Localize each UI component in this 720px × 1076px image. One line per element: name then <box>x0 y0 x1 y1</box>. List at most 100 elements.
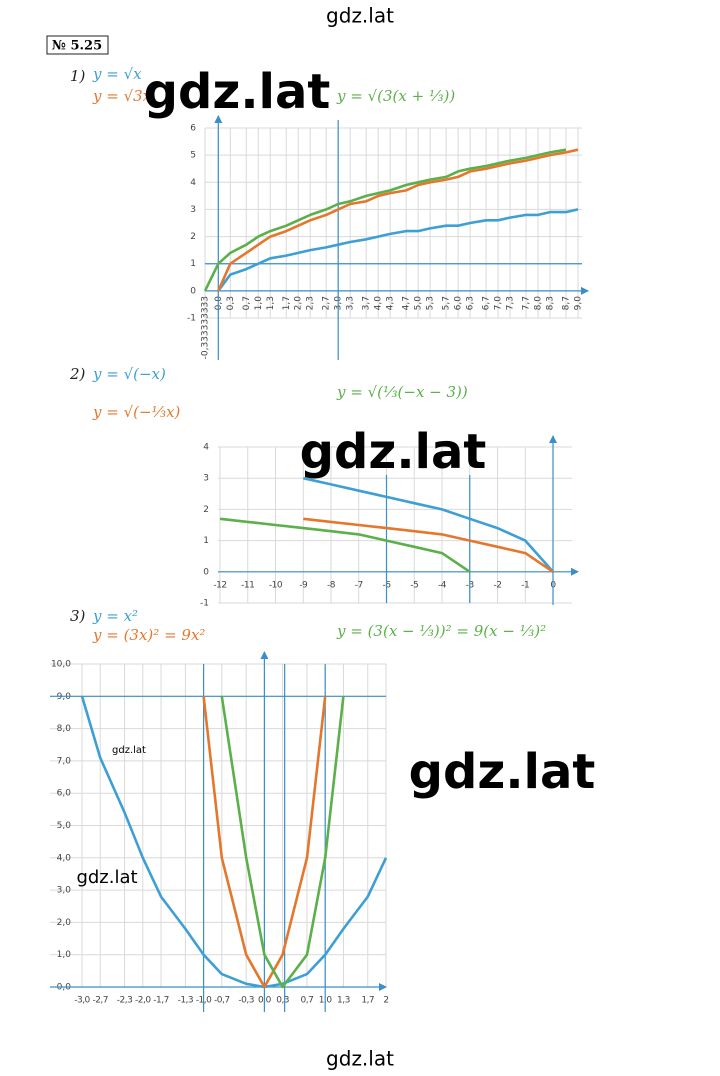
x-tick-label: 5,3 <box>426 296 436 310</box>
x-tick-label: -5 <box>410 581 418 591</box>
legend-formula: y = √x <box>92 65 142 83</box>
x-tick-label: 7,0 <box>494 296 504 311</box>
x-tick-label: -12 <box>213 581 226 591</box>
x-tick-label: 2,0 <box>294 296 304 311</box>
y-tick-label: 1 <box>203 536 209 546</box>
x-tick-label: 8,0 <box>534 296 544 311</box>
x-tick-label: 0,3 <box>276 996 289 1006</box>
series-line <box>219 517 471 573</box>
x-tick-label: 1,7 <box>361 996 374 1006</box>
x-tick-label: 1,0 <box>319 996 333 1006</box>
chart: 0,01,02,03,04,05,06,07,08,09,010,0-3,0 -2… <box>50 607 546 1012</box>
x-tick-label: 8,7 <box>562 296 572 310</box>
legend-formula: y = √(3(x + ⅓)) <box>336 87 455 105</box>
x-tick-label: -1 <box>521 581 529 591</box>
x-tick-label: 5,0 <box>414 296 424 311</box>
x-tick-label: -1,3 <box>178 996 194 1006</box>
x-tick-label: 3,7 <box>362 296 372 310</box>
x-tick-label: 8,3 <box>546 296 556 310</box>
x-tick-label: -7 <box>355 581 363 591</box>
x-tick-label: 9,0 <box>574 296 584 311</box>
x-tick-label: -0,7 <box>214 996 230 1006</box>
x-tick-label: 1,7 <box>282 296 292 310</box>
x-tick-label: -0,333333333 <box>201 296 211 359</box>
y-tick-label: 1 <box>190 259 196 269</box>
y-axis-arrow <box>549 435 557 443</box>
y-tick-label: 3,0 <box>57 886 72 896</box>
x-tick-label: -1,0 <box>196 996 212 1006</box>
y-axis-arrow <box>260 651 269 659</box>
x-tick-label: 2 <box>383 996 388 1006</box>
series-line <box>303 476 554 573</box>
legend-formula: y = (3x)² = 9x² <box>92 626 205 644</box>
series-line <box>220 696 345 989</box>
x-tick-label: 5,7 <box>442 296 452 310</box>
x-tick-label: -2,3 <box>117 996 133 1006</box>
legend-formula: y = √(−x) <box>92 365 166 383</box>
x-tick-label: 4,3 <box>386 296 396 310</box>
x-tick-label: 2,3 <box>306 296 316 310</box>
y-tick-label: 2,0 <box>57 918 72 928</box>
y-tick-label: 1,0 <box>57 950 72 960</box>
y-tick-label: 0 <box>190 286 196 296</box>
x-tick-label: -3,0 <box>74 996 90 1006</box>
x-tick-label: 0,7 <box>301 996 314 1006</box>
watermark: gdz.lat <box>326 4 394 28</box>
x-tick-label: 7,7 <box>522 296 532 310</box>
y-tick-label: 10,0 <box>51 660 71 670</box>
x-tick-label: -11 <box>241 581 254 591</box>
x-tick-label: 6,7 <box>482 296 492 310</box>
x-tick-label: 6,0 <box>454 296 464 311</box>
problem-number: № 5.25 <box>52 39 102 54</box>
x-tick-label: 6,3 <box>466 296 476 310</box>
x-tick-label: 0,7 <box>242 296 252 310</box>
x-tick-label: 1,3 <box>266 296 276 310</box>
x-tick-label: -2,0 <box>135 996 151 1006</box>
watermark: gdz.lat <box>409 744 596 800</box>
x-tick-label: 7,3 <box>506 296 516 310</box>
x-tick-label: -10 <box>269 581 283 591</box>
series-line <box>202 696 327 989</box>
x-tick-label: -4 <box>438 581 447 591</box>
y-tick-label: -1 <box>187 314 196 324</box>
x-tick-label: 1,3 <box>337 996 350 1006</box>
x-axis-arrow <box>571 567 579 576</box>
x-tick-label: -0,3 <box>238 996 254 1006</box>
legend-formula: y = √(−⅓x) <box>92 403 181 421</box>
series-line <box>303 517 554 573</box>
y-tick-label: 4,0 <box>57 853 72 863</box>
x-tick-label: -2,7 <box>92 996 108 1006</box>
item-label: 2) <box>69 365 86 383</box>
x-tick-label: 0 <box>550 581 556 591</box>
item-label: 3) <box>70 607 86 625</box>
watermark: gdz.lat <box>144 64 331 120</box>
y-axis-arrow <box>214 115 223 123</box>
chart: -10123456-0,3333333330,00,30,71,01,31,72… <box>70 65 589 360</box>
x-tick-label: 0,0 <box>258 996 272 1006</box>
y-tick-label: 5 <box>190 151 196 161</box>
y-tick-label: 8,0 <box>57 724 72 734</box>
x-tick-label: 2,7 <box>322 296 332 310</box>
x-tick-label: 4,0 <box>374 296 384 311</box>
y-tick-label: 3 <box>190 205 196 215</box>
series-line <box>203 148 567 292</box>
legend-formula: y = (3(x − ⅓))² = 9(x − ⅓)² <box>336 622 546 640</box>
x-tick-label: -8 <box>327 581 336 591</box>
x-axis-arrow <box>581 286 589 295</box>
watermark: gdz.lat <box>300 424 487 480</box>
watermark: gdz.lat <box>112 745 146 756</box>
y-tick-label: 4 <box>190 178 196 188</box>
x-axis-arrow <box>379 983 387 991</box>
x-tick-label: -2 <box>494 581 502 591</box>
x-tick-label: -9 <box>299 581 308 591</box>
watermark: gdz.lat <box>326 1047 394 1071</box>
legend-formula: y = √3x <box>92 87 152 105</box>
y-tick-label: 6,0 <box>57 789 72 799</box>
x-tick-label: -6 <box>383 581 392 591</box>
series-line <box>80 695 388 989</box>
x-tick-label: 4,7 <box>402 296 412 310</box>
x-tick-label: 0,3 <box>226 296 236 310</box>
y-tick-label: 4 <box>203 443 209 453</box>
